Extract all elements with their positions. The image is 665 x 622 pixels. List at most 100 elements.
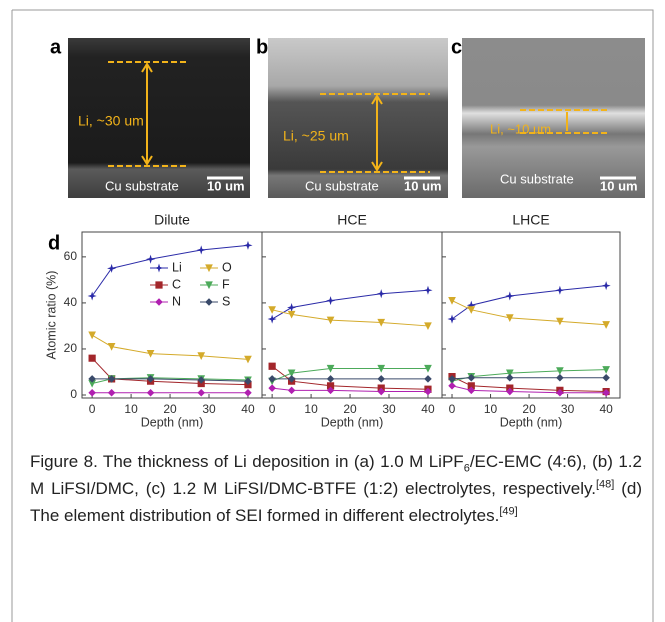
chart-title: Dilute — [154, 212, 190, 228]
legend-marker — [155, 298, 163, 306]
y-tick-label: 60 — [64, 249, 78, 263]
y-tick-label: 40 — [64, 295, 78, 309]
legend-marker — [205, 281, 213, 290]
x-tick-label: 0 — [269, 402, 276, 416]
series-line — [451, 376, 607, 393]
image — [268, 38, 448, 198]
panel-letter: b — [256, 36, 268, 58]
marker — [287, 310, 296, 319]
marker — [267, 314, 277, 324]
x-tick-label: 0 — [449, 402, 456, 416]
marker — [88, 375, 96, 383]
marker — [326, 375, 335, 383]
x-tick-label: 20 — [343, 402, 357, 416]
marker — [107, 263, 117, 273]
marker — [448, 375, 456, 383]
series-line — [451, 377, 607, 380]
marker — [506, 373, 514, 382]
marker — [287, 375, 296, 383]
marker — [146, 375, 155, 383]
x-axis-label: Depth (nm) — [321, 415, 384, 429]
marker — [467, 386, 476, 395]
marker — [376, 289, 386, 299]
x-tick-label: 20 — [163, 402, 177, 416]
marker — [326, 386, 335, 395]
series-line — [272, 309, 429, 327]
marker — [467, 373, 476, 382]
marker — [268, 306, 276, 314]
legend-label: N — [172, 294, 181, 308]
legend-marker — [205, 298, 213, 306]
layer-label: Li, ~25 um — [283, 128, 349, 144]
marker — [424, 387, 432, 396]
x-tick-label: 10 — [124, 402, 138, 416]
caption-subscript: 6 — [463, 462, 470, 475]
marker — [505, 314, 514, 322]
x-tick-label: 0 — [89, 402, 96, 416]
marker — [377, 387, 385, 396]
marker — [555, 285, 565, 295]
x-tick-label: 30 — [382, 402, 396, 416]
marker — [287, 369, 296, 378]
plot-frame — [261, 231, 443, 399]
marker — [88, 354, 96, 362]
layer-label: Li, ~10 um — [490, 121, 551, 136]
caption-text: (d) The element distribution of SEI form… — [30, 479, 643, 525]
panel-letter: c — [451, 36, 462, 58]
panel-letter: a — [50, 36, 62, 58]
marker — [377, 364, 386, 373]
plot-frame — [81, 231, 263, 399]
x-tick-label: 30 — [561, 402, 575, 416]
marker — [107, 375, 116, 383]
marker — [268, 362, 276, 370]
series-line — [451, 285, 607, 320]
marker — [447, 314, 457, 324]
x-tick-label: 10 — [484, 402, 498, 416]
marker — [505, 369, 514, 378]
marker — [197, 376, 205, 384]
caption-reference: [48] — [595, 478, 615, 491]
figure-border — [11, 9, 654, 622]
marker — [377, 375, 385, 383]
panel-letter: d — [48, 232, 60, 254]
marker — [268, 375, 276, 383]
marker — [326, 296, 336, 306]
x-tick-label: 10 — [304, 402, 318, 416]
caption: Figure 8. The thickness of Li deposition… — [30, 448, 642, 529]
marker — [556, 317, 564, 326]
marker — [88, 331, 96, 340]
marker — [244, 377, 252, 385]
marker — [602, 388, 610, 397]
caption-text: Figure 8. The thickness of Li deposition… — [30, 452, 464, 471]
marker — [244, 388, 252, 397]
sem-image-b — [268, 38, 448, 198]
marker — [107, 343, 116, 351]
scale-label: 10 um — [600, 178, 638, 193]
marker — [377, 318, 386, 327]
scale-label: 10 um — [207, 178, 245, 193]
image — [68, 38, 250, 198]
marker — [196, 245, 206, 255]
marker — [556, 367, 564, 375]
marker — [326, 382, 335, 390]
series-line — [451, 369, 607, 382]
marker — [556, 373, 564, 382]
layer-label: Li, ~30 um — [78, 113, 144, 129]
series-line — [91, 334, 249, 360]
y-tick-label: 20 — [64, 341, 78, 355]
marker — [423, 285, 433, 295]
arrow-head — [371, 94, 383, 172]
legend-label: Li — [172, 260, 182, 274]
x-axis-label: Depth (nm) — [500, 415, 563, 429]
marker — [505, 291, 515, 301]
marker — [556, 388, 564, 397]
image — [462, 38, 645, 198]
x-tick-label: 30 — [202, 402, 216, 416]
marker — [88, 388, 96, 397]
substrate-label: Cu substrate — [500, 171, 574, 186]
x-tick-label: 40 — [421, 402, 435, 416]
x-axis-label: Depth (nm) — [141, 415, 204, 429]
caption-text: /EC-EMC (4:6), (b) 1.2 M LiFSI/DMC, (c) … — [30, 452, 642, 498]
